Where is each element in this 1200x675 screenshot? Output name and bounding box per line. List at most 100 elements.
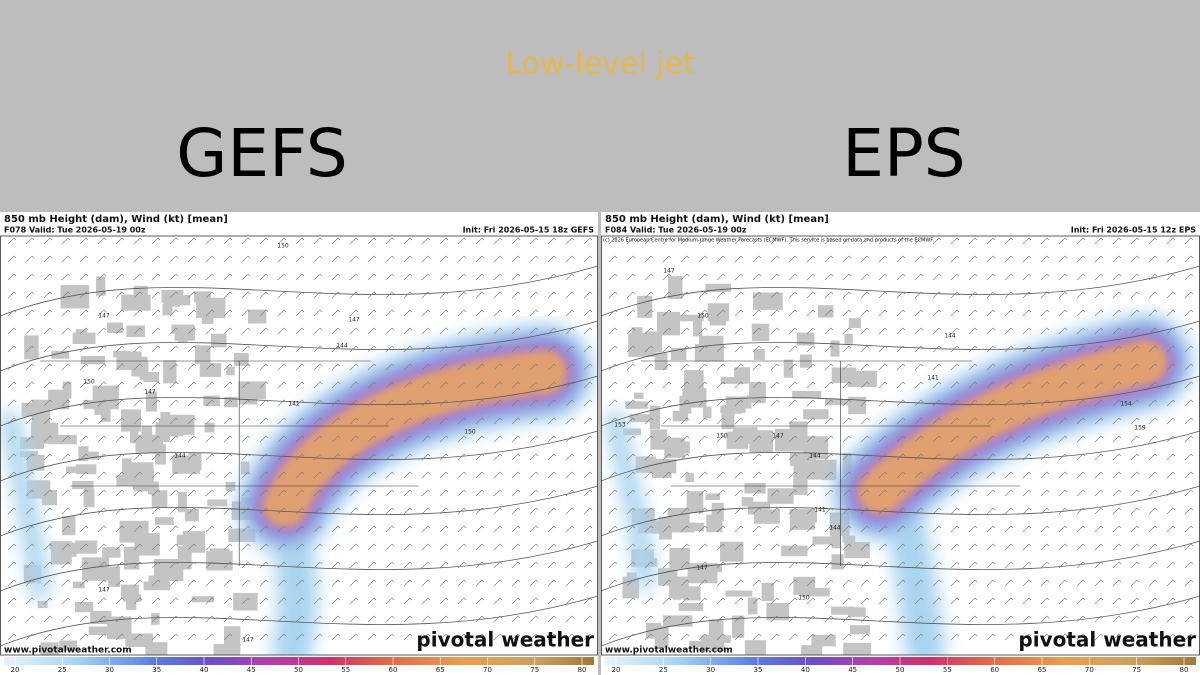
wind-barb — [475, 615, 485, 623]
wind-barb — [1166, 633, 1176, 641]
terrain — [686, 491, 704, 514]
wind-barb — [421, 417, 431, 425]
wind-barb — [1130, 345, 1140, 353]
wind-barb — [475, 579, 485, 587]
wind-barb — [608, 597, 618, 605]
wind-barb — [842, 561, 852, 569]
wind-barb — [187, 633, 197, 641]
wind-barb — [626, 597, 636, 605]
wind-barb — [115, 579, 125, 587]
terrain — [625, 401, 648, 409]
wind-barb — [878, 327, 888, 335]
wind-barb — [331, 255, 341, 263]
wind-barb — [662, 543, 672, 551]
wind-barb — [43, 327, 53, 335]
wind-barb — [295, 237, 305, 245]
terrain — [702, 406, 712, 419]
wind-barb — [241, 507, 251, 515]
wind-barb — [583, 381, 593, 389]
wind-barb — [79, 273, 89, 281]
wind-barb — [1004, 255, 1014, 263]
wind-barb — [547, 363, 557, 371]
wind-barb — [662, 471, 672, 479]
contour-label: 150 — [697, 313, 709, 320]
wind-barb — [680, 273, 690, 281]
terrain — [125, 594, 137, 610]
wind-barb — [734, 633, 744, 641]
wind-barb — [1148, 255, 1158, 263]
wind-barb — [205, 255, 215, 263]
wind-barb — [187, 363, 197, 371]
wind-barb — [824, 273, 834, 281]
wind-barb — [439, 597, 449, 605]
wind-barb — [349, 543, 359, 551]
wind-barb — [385, 237, 395, 245]
wind-barb — [842, 255, 852, 263]
wind-barb — [115, 237, 125, 245]
wind-barb — [403, 507, 413, 515]
colorbar — [605, 657, 1196, 665]
wind-barb — [151, 399, 161, 407]
contour-label: 150 — [798, 595, 810, 602]
wind-barb — [205, 471, 215, 479]
wind-barb — [7, 435, 17, 443]
wind-barb — [806, 525, 816, 533]
wind-barb — [205, 399, 215, 407]
terrain — [182, 531, 206, 553]
wind-barb — [1166, 453, 1176, 461]
wind-barb — [1076, 399, 1086, 407]
wind-barb — [752, 363, 762, 371]
wind-barb — [565, 399, 575, 407]
wind-barb — [986, 291, 996, 299]
terrain — [629, 414, 655, 423]
wind-barb — [97, 255, 107, 263]
wind-barb — [331, 363, 341, 371]
wind-barb — [241, 417, 251, 425]
wind-barb — [511, 255, 521, 263]
wind-barb — [1184, 345, 1194, 353]
wind-barb — [205, 579, 215, 587]
terrain — [213, 301, 225, 308]
wind-barb — [734, 615, 744, 623]
wind-barb — [662, 633, 672, 641]
wind-barb — [1022, 633, 1032, 641]
wind-barb — [97, 543, 107, 551]
wind-barb — [896, 597, 906, 605]
wind-barb — [169, 507, 179, 515]
wind-barb — [475, 327, 485, 335]
wind-barb — [842, 435, 852, 443]
wind-barb — [349, 507, 359, 515]
wind-barb — [932, 615, 942, 623]
terrain — [824, 398, 852, 406]
wind-barb — [439, 633, 449, 641]
wind-barb — [770, 273, 780, 281]
wind-barb — [241, 291, 251, 299]
terrain — [154, 558, 184, 582]
wind-barb — [842, 345, 852, 353]
terrain — [649, 405, 661, 429]
wind-barb — [205, 309, 215, 317]
wind-barb — [97, 309, 107, 317]
wind-barb — [716, 291, 726, 299]
wind-barb — [1184, 543, 1194, 551]
wind-barb — [439, 309, 449, 317]
wind-barb — [680, 507, 690, 515]
wind-barb — [565, 489, 575, 497]
wind-barb — [608, 363, 618, 371]
wind-barb — [842, 327, 852, 335]
wind-barb — [277, 525, 287, 533]
wind-barb — [511, 399, 521, 407]
wind-barb — [421, 309, 431, 317]
wind-barb — [43, 471, 53, 479]
wind-barb — [914, 435, 924, 443]
wind-barb — [277, 363, 287, 371]
wind-barb — [644, 291, 654, 299]
wind-barb — [1076, 579, 1086, 587]
wind-barb — [151, 615, 161, 623]
wind-barb — [187, 417, 197, 425]
wind-barb — [133, 561, 143, 569]
wind-barb — [896, 237, 906, 245]
wind-barb — [1004, 489, 1014, 497]
wind-barb — [734, 561, 744, 569]
terrain — [26, 454, 45, 471]
